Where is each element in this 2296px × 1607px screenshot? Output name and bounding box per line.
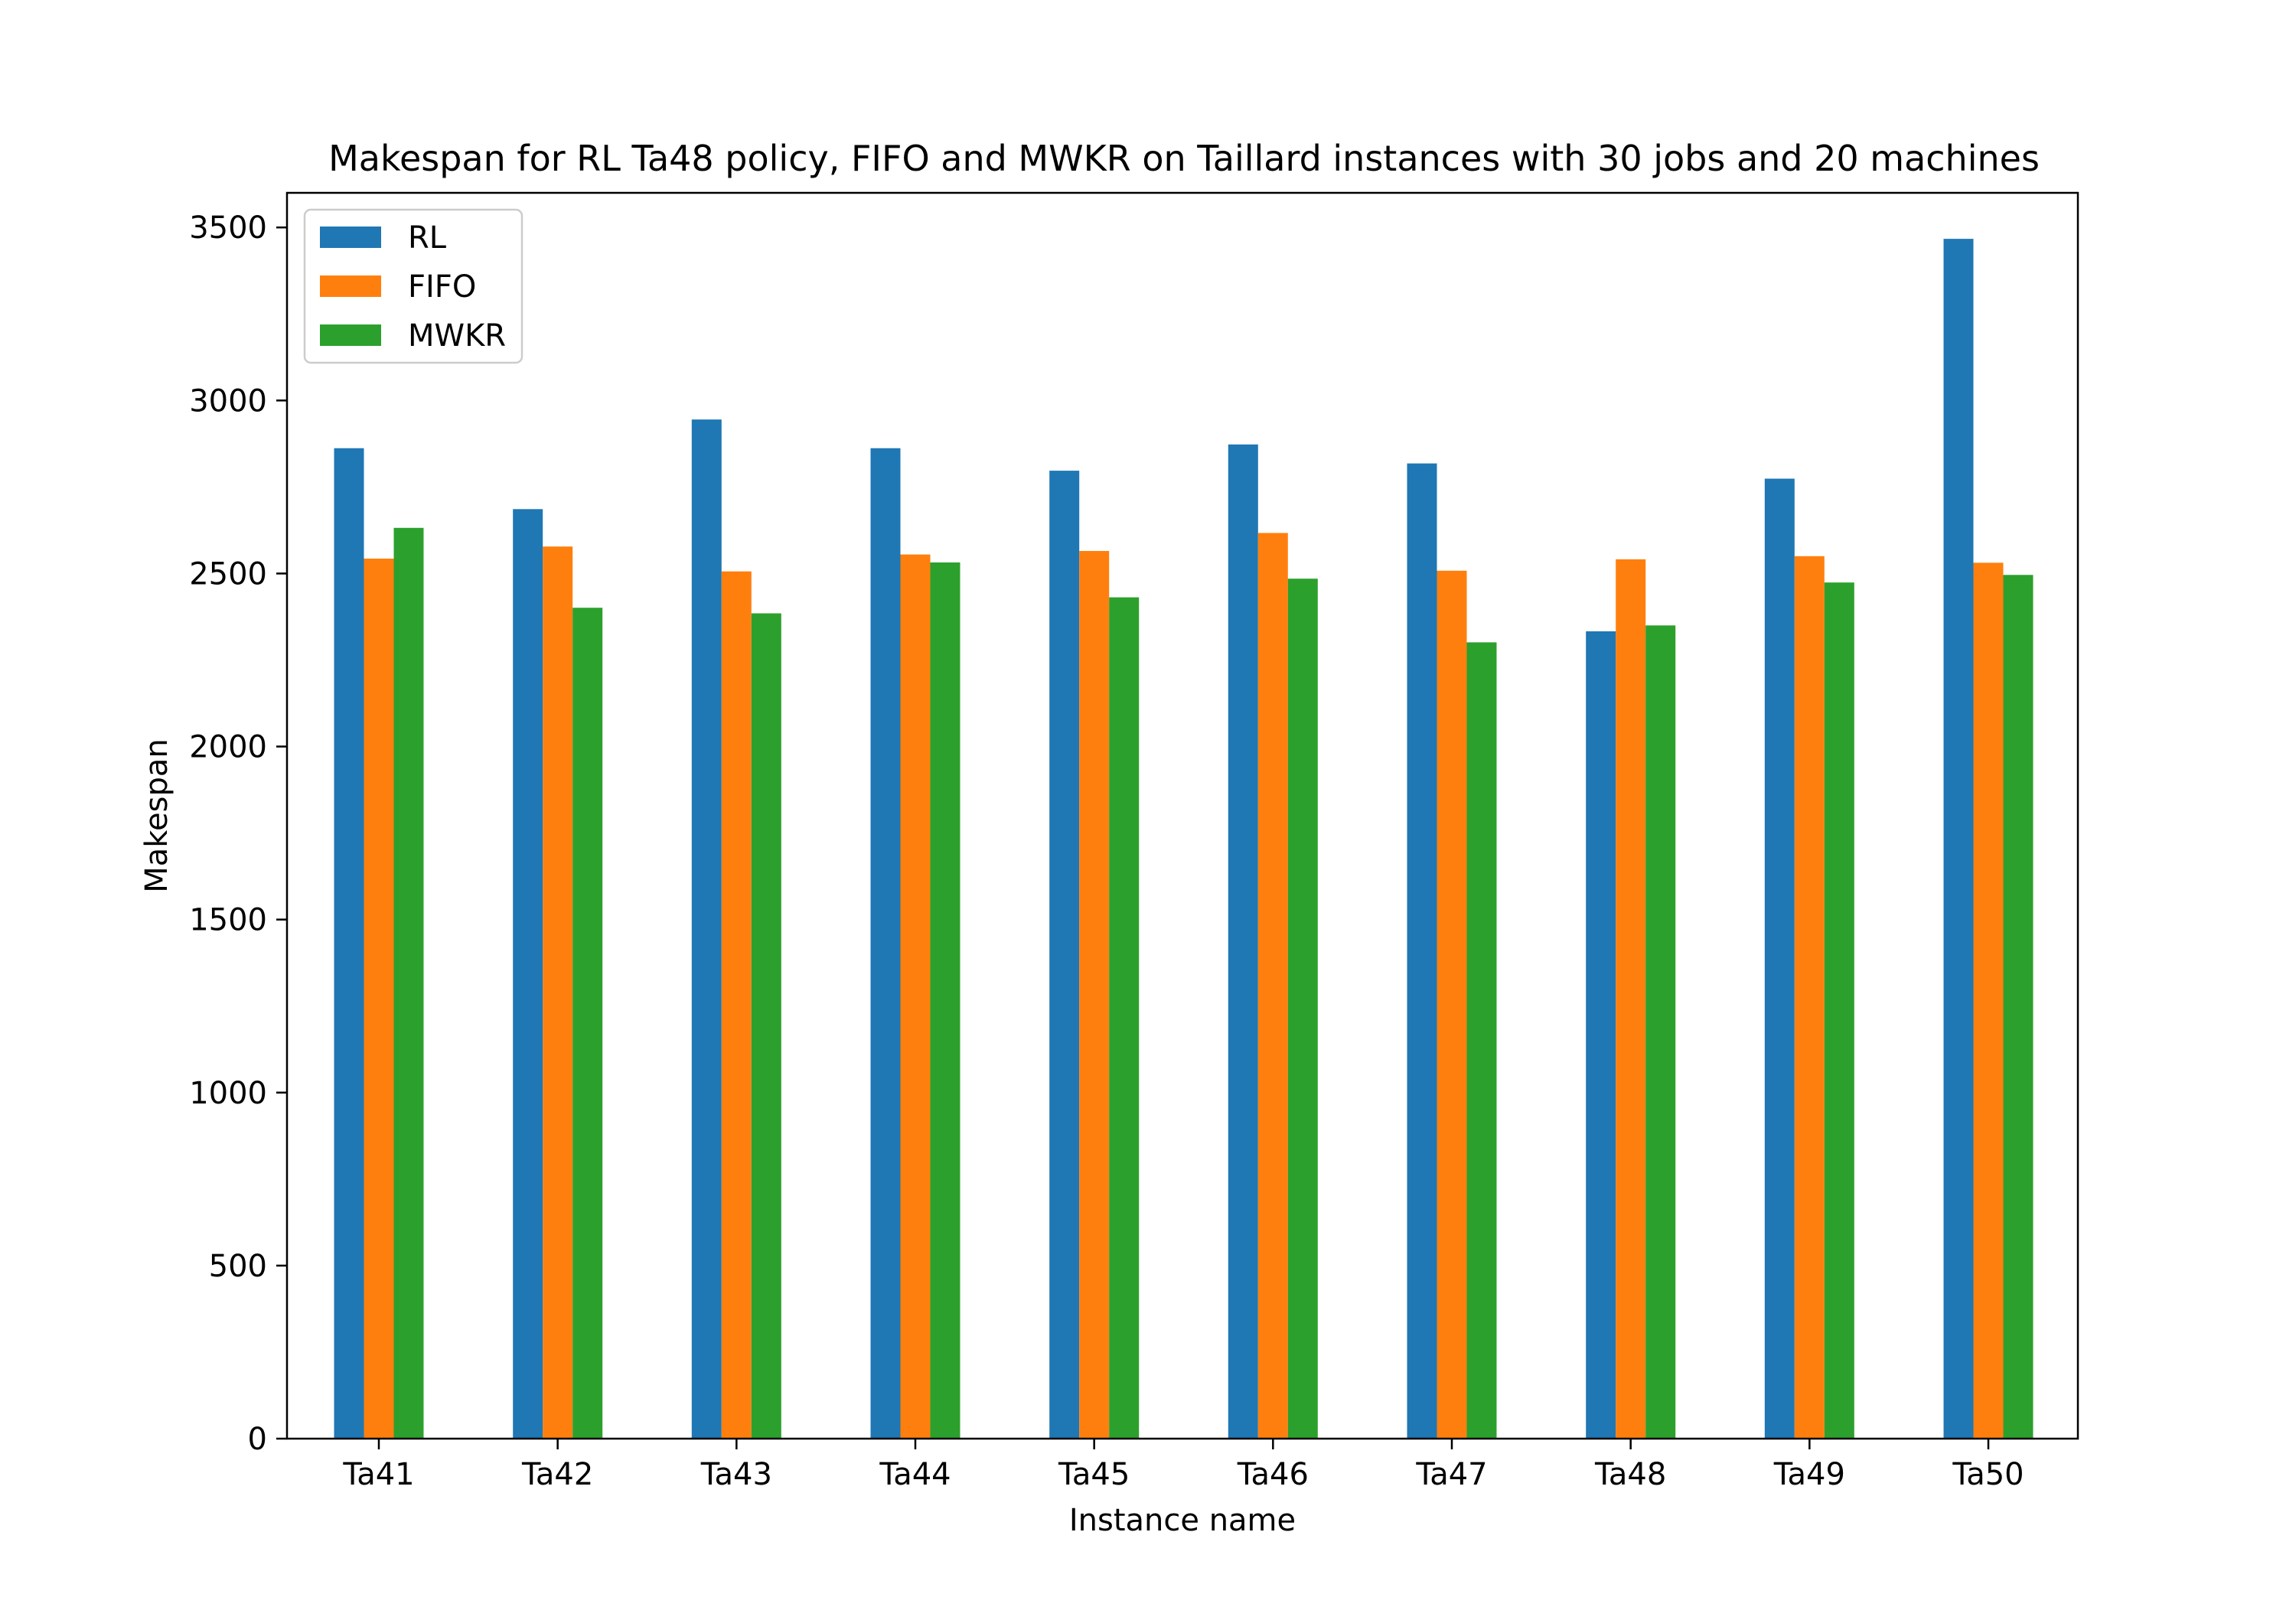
x-tick-label: Ta42 [521, 1457, 593, 1492]
legend-swatch-fifo [320, 275, 381, 297]
x-tick-label: Ta49 [1773, 1457, 1845, 1492]
bar-rl-ta48 [1586, 631, 1616, 1439]
x-tick-label: Ta50 [1952, 1457, 2024, 1492]
bar-fifo-ta46 [1257, 533, 1288, 1439]
legend-swatch-rl [320, 227, 381, 248]
legend: RL FIFO MWKR [303, 208, 523, 364]
y-tick-label: 500 [209, 1249, 267, 1284]
bar-rl-ta50 [1943, 239, 1974, 1439]
chart-title: Makespan for RL Ta48 policy, FIFO and MW… [328, 138, 2040, 179]
bar-rl-ta41 [334, 448, 364, 1439]
x-tick-label: Ta47 [1415, 1457, 1487, 1492]
y-tick-label: 0 [248, 1422, 267, 1457]
plot-area-frame [285, 191, 2079, 1440]
legend-label-fifo: FIFO [408, 269, 476, 305]
bar-rl-ta45 [1049, 471, 1080, 1439]
bar-rl-ta42 [513, 509, 543, 1439]
y-tick-label: 2000 [189, 730, 267, 765]
x-tick-label: Ta43 [700, 1457, 772, 1492]
y-axis-label: Makespan [139, 738, 174, 892]
bar-fifo-ta43 [721, 571, 752, 1439]
y-tick-label: 2500 [189, 556, 267, 592]
x-tick-label: Ta41 [342, 1457, 414, 1492]
x-tick-label: Ta46 [1237, 1457, 1309, 1492]
y-tick-label: 1500 [189, 903, 267, 938]
bar-mwkr-ta44 [930, 562, 960, 1439]
x-axis-label: Instance name [1069, 1503, 1296, 1538]
bar-fifo-ta41 [364, 559, 394, 1439]
legend-swatch-mwkr [320, 324, 381, 346]
legend-label-rl: RL [408, 220, 447, 256]
bar-fifo-ta42 [543, 546, 573, 1439]
legend-label-mwkr: MWKR [408, 318, 506, 354]
bar-rl-ta49 [1764, 478, 1795, 1439]
x-tick-label: Ta45 [1058, 1457, 1130, 1492]
x-axis-ticks: Ta41 Ta42 Ta43 Ta44 Ta45 Ta46 Ta47 Ta48 Ta49 Ta50 [342, 1439, 2024, 1492]
bar-fifo-ta49 [1794, 556, 1825, 1439]
y-tick-label: 3000 [189, 383, 267, 419]
bar-mwkr-ta42 [572, 608, 603, 1439]
bars-group [334, 239, 2033, 1439]
bar-mwkr-ta50 [2003, 575, 2033, 1439]
y-tick-label: 3500 [189, 210, 267, 246]
bar-mwkr-ta45 [1109, 597, 1140, 1439]
bar-rl-ta44 [870, 448, 901, 1439]
bar-mwkr-ta47 [1466, 642, 1497, 1439]
y-tick-label: 1000 [189, 1076, 267, 1111]
bar-mwkr-ta41 [393, 527, 424, 1439]
x-tick-label: Ta44 [879, 1457, 951, 1492]
x-tick-label: Ta48 [1594, 1457, 1666, 1492]
bar-fifo-ta50 [1973, 562, 2004, 1439]
bar-rl-ta46 [1228, 444, 1258, 1439]
bar-fifo-ta44 [900, 554, 931, 1439]
bar-rl-ta43 [691, 419, 722, 1439]
y-axis-ticks: 0 500 1000 1500 2000 2500 3000 3500 [189, 210, 287, 1457]
bar-fifo-ta45 [1079, 551, 1110, 1439]
bar-fifo-ta47 [1437, 570, 1467, 1439]
bar-fifo-ta48 [1616, 559, 1646, 1439]
bar-mwkr-ta49 [1824, 582, 1854, 1439]
bar-mwkr-ta46 [1287, 579, 1318, 1439]
bar-mwkr-ta43 [751, 613, 781, 1439]
bar-mwkr-ta48 [1645, 625, 1676, 1439]
bar-rl-ta47 [1407, 463, 1437, 1439]
